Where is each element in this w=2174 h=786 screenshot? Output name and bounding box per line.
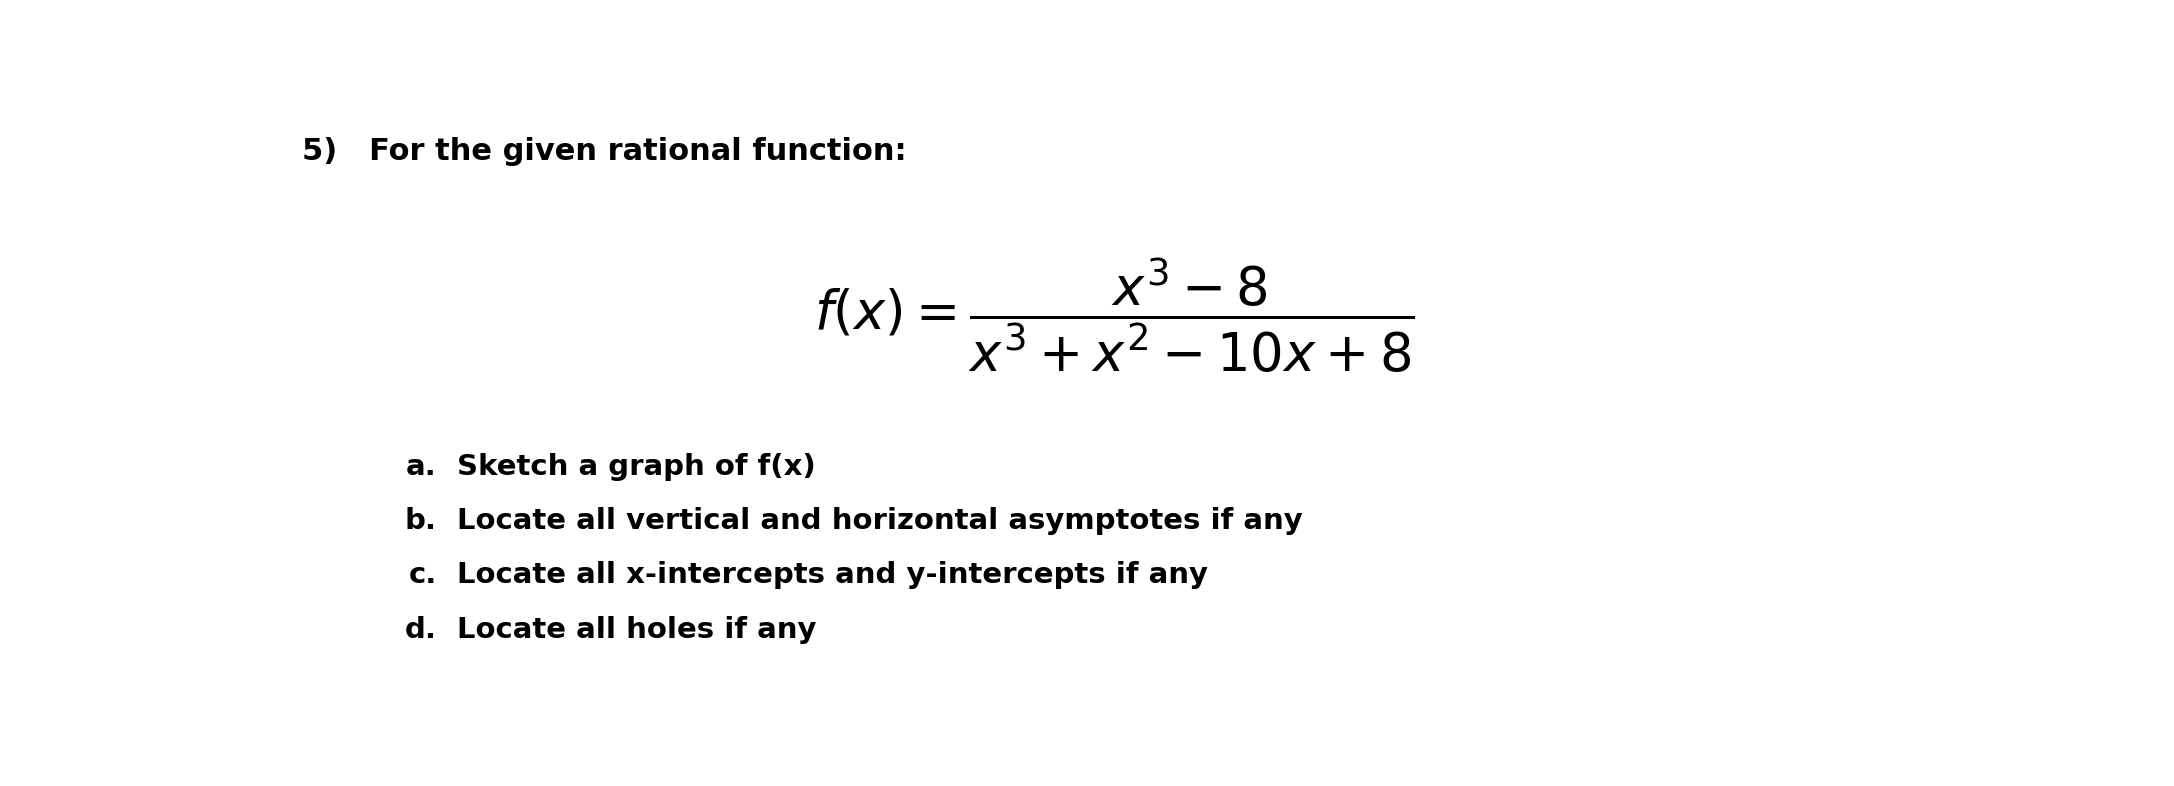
Text: Sketch a graph of f(x): Sketch a graph of f(x) — [457, 453, 815, 480]
Text: Locate all holes if any: Locate all holes if any — [457, 616, 817, 644]
Text: a.: a. — [407, 453, 437, 480]
Text: d.: d. — [404, 616, 437, 644]
Text: $f(x) = \dfrac{x^3 - 8}{x^3 + x^2 - 10x + 8}$: $f(x) = \dfrac{x^3 - 8}{x^3 + x^2 - 10x … — [813, 255, 1415, 375]
Text: Locate all x-intercepts and y-intercepts if any: Locate all x-intercepts and y-intercepts… — [457, 561, 1209, 590]
Text: 5)   For the given rational function:: 5) For the given rational function: — [302, 137, 907, 166]
Text: c.: c. — [409, 561, 437, 590]
Text: b.: b. — [404, 507, 437, 535]
Text: Locate all vertical and horizontal asymptotes if any: Locate all vertical and horizontal asymp… — [457, 507, 1302, 535]
